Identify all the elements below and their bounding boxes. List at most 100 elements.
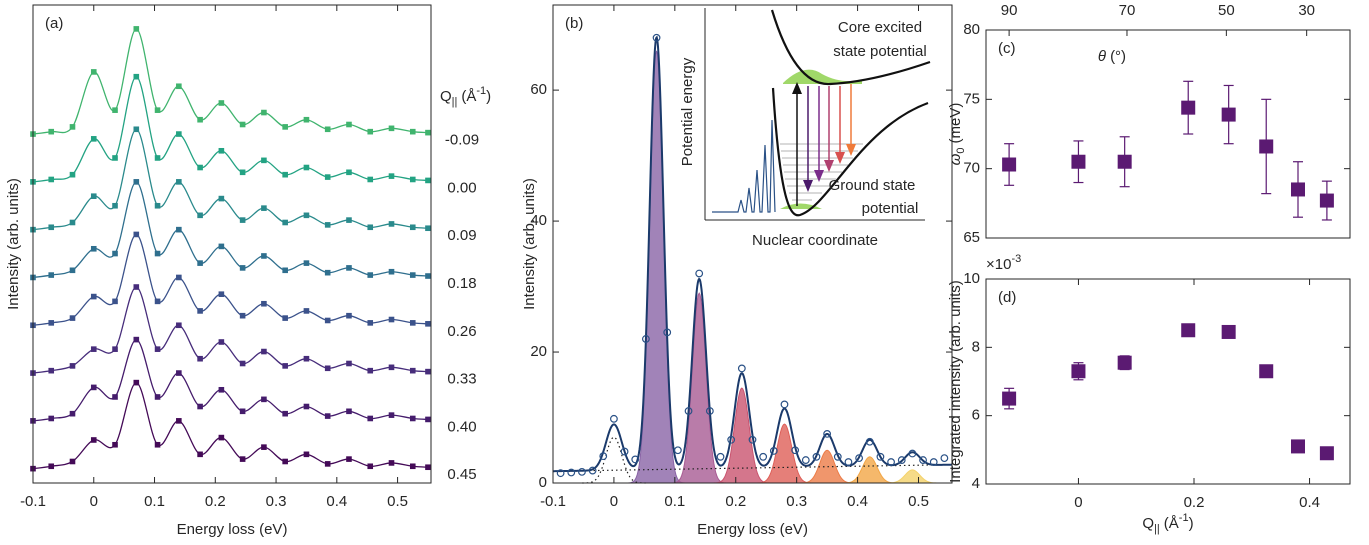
spectrum-marker <box>69 124 76 130</box>
y-tick-label: 10 <box>963 270 980 287</box>
spectrum-line <box>32 286 429 374</box>
x2-axis-label-part: θ <box>1098 48 1106 65</box>
spectrum-marker <box>425 273 431 279</box>
fit-curve <box>552 35 953 473</box>
spectrum-marker <box>218 291 225 297</box>
series-title-part: -1 <box>476 85 486 97</box>
spectrum-marker <box>176 83 182 90</box>
spectrum-marker <box>367 367 374 374</box>
spectrum-marker <box>48 367 55 374</box>
spectrum-marker <box>367 224 374 231</box>
x-tick-label: 0.2 <box>725 493 746 510</box>
axes-frame <box>552 4 953 484</box>
spectrum-marker <box>197 355 203 362</box>
x2-axis-label: θ (°) <box>1098 48 1126 65</box>
spectrum-marker <box>197 116 203 123</box>
upper-potential <box>770 9 931 86</box>
spectrum-marker <box>197 164 203 171</box>
series-label: 0.18 <box>447 275 476 292</box>
axes-frame <box>985 29 1351 239</box>
spectrum-marker <box>239 408 246 415</box>
x-tick-label: 0.4 <box>1299 494 1320 511</box>
panel-label: (b) <box>565 15 583 32</box>
spectrum-marker <box>112 394 118 400</box>
y-axis-label: Intensity (arb. units) <box>5 178 22 310</box>
x2-axis-label-part: (°) <box>1110 48 1126 65</box>
spectrum-marker <box>69 219 76 226</box>
data-point <box>663 328 672 337</box>
x2-tick-label: 50 <box>1218 2 1235 19</box>
series-title-part: (Å <box>461 88 476 105</box>
spectrum-line <box>32 381 429 470</box>
x-axis-label: Q|| (Å-1) <box>1142 512 1193 535</box>
spectrum-marker <box>69 363 76 369</box>
data-point <box>833 452 842 461</box>
spectrum-marker <box>282 363 288 369</box>
spectrum-marker <box>261 253 267 259</box>
y-multiplier: ×10-3 <box>986 253 1021 273</box>
spectrum-marker <box>409 320 416 326</box>
spectrum-marker <box>346 360 352 367</box>
data-point <box>705 407 714 415</box>
spectrum-marker <box>346 217 352 223</box>
spectrum-marker <box>367 176 374 183</box>
spectrum-marker <box>261 157 267 164</box>
spectrum-marker <box>388 221 395 227</box>
y-tick-label: 6 <box>972 407 980 424</box>
spectrum-marker <box>239 265 246 271</box>
spectrum-marker <box>239 169 246 176</box>
y-tick-label: 80 <box>963 21 980 38</box>
spectrum-marker <box>409 128 416 135</box>
x-axis-label-part: -1 <box>1179 512 1189 524</box>
spectrum-marker <box>176 370 182 376</box>
data-marker <box>1319 446 1334 461</box>
spectrum-marker <box>90 69 97 75</box>
data-point <box>897 456 906 464</box>
spectrum-marker <box>154 394 161 400</box>
spectrum-marker <box>133 179 140 185</box>
y-axis-label-part: ω <box>947 153 964 165</box>
data-marker <box>1181 100 1196 115</box>
spectrum-marker <box>346 408 352 415</box>
x2-tick-label: 70 <box>1119 2 1136 19</box>
spectrum-marker <box>218 339 225 345</box>
data-point <box>727 435 736 444</box>
data-marker <box>1181 323 1196 338</box>
spectrum-marker <box>133 126 140 133</box>
y-axis-label-part: 0 <box>955 148 967 154</box>
spectrum-marker <box>133 26 140 32</box>
x-tick-label: 0.4 <box>847 493 868 510</box>
spectrum-marker <box>324 126 331 133</box>
data-point <box>567 468 576 477</box>
y-tick-label: 60 <box>530 81 547 98</box>
spectrum-marker <box>367 415 374 422</box>
data-marker <box>1221 107 1236 122</box>
spectrum-marker <box>409 176 416 183</box>
y-axis-label: ω0 (meV) <box>947 103 967 166</box>
y-tick-label: 70 <box>963 160 980 177</box>
data-point <box>578 467 586 476</box>
spectrum-marker <box>197 260 203 266</box>
x-tick-label: 0.4 <box>326 493 347 510</box>
series-title: Q|| (Å-1) <box>440 85 491 108</box>
spectrum-marker <box>133 336 140 343</box>
spectrum-marker <box>197 403 203 410</box>
y-multiplier-part: ×10 <box>986 256 1011 273</box>
spectrum-marker <box>197 212 203 219</box>
series-label: 0.33 <box>447 371 476 388</box>
spectrum-marker <box>346 121 352 128</box>
spectrum-marker <box>409 463 416 470</box>
inset-x-label: Nuclear coordinate <box>752 232 878 249</box>
data-point <box>620 447 629 456</box>
data-point <box>887 458 895 466</box>
spectrum-line <box>32 28 429 135</box>
spectrum-marker <box>154 155 161 161</box>
spectrum-marker <box>425 225 431 232</box>
x-tick-label: 0 <box>90 493 98 510</box>
spectrum-marker <box>48 272 55 278</box>
inset-spectrum <box>712 119 776 213</box>
series-title-part: ) <box>486 88 491 105</box>
spectrum-marker <box>324 269 331 276</box>
x2-tick-label: 90 <box>1001 2 1018 19</box>
x-tick-label: 0.2 <box>1184 494 1205 511</box>
